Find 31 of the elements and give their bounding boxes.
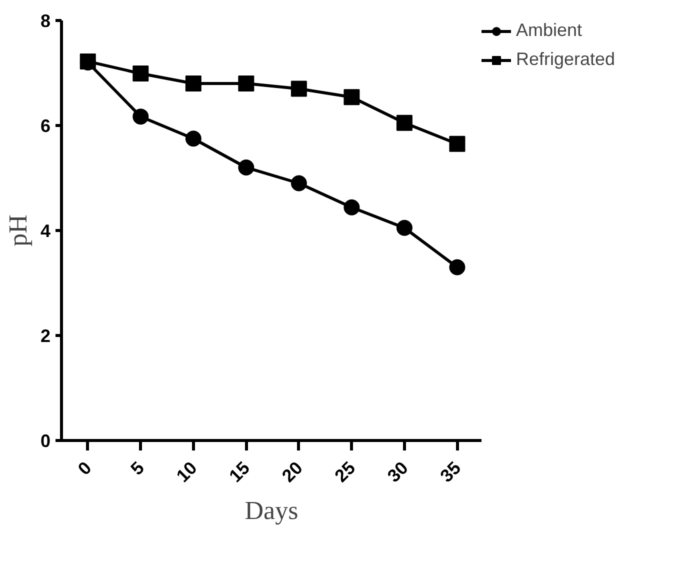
- y-axis-title: pH: [3, 214, 32, 246]
- y-tick-label: 2: [40, 326, 51, 346]
- x-tick-label: 25: [330, 458, 360, 486]
- x-tick-label: 30: [384, 458, 412, 486]
- point: [238, 76, 254, 92]
- legend-label: Refrigerated: [516, 49, 616, 70]
- point: [132, 66, 149, 82]
- y-tick-label: 6: [40, 116, 51, 136]
- x-tick-label: 35: [436, 458, 465, 486]
- legend-label: Ambient: [516, 20, 582, 41]
- point: [185, 130, 202, 147]
- point: [290, 80, 307, 97]
- y-tick-label: 8: [40, 11, 51, 31]
- point: [290, 175, 307, 192]
- y-tick-label: 0: [40, 431, 51, 451]
- x-tick-label: 10: [172, 458, 201, 486]
- point: [344, 199, 360, 216]
- point: [238, 160, 254, 176]
- point: [132, 108, 149, 125]
- x-tick-label: 0: [74, 458, 96, 480]
- x-tick-label: 20: [278, 458, 306, 486]
- x-tick-label: 15: [225, 458, 254, 486]
- point: [449, 136, 466, 152]
- y-tick-label: 4: [40, 221, 51, 241]
- point: [449, 259, 466, 276]
- x-axis-title: Days: [244, 496, 298, 525]
- point: [396, 220, 412, 236]
- point: [344, 89, 360, 106]
- point: [396, 114, 412, 131]
- x-tick-label: 5: [126, 458, 148, 480]
- point: [185, 76, 202, 92]
